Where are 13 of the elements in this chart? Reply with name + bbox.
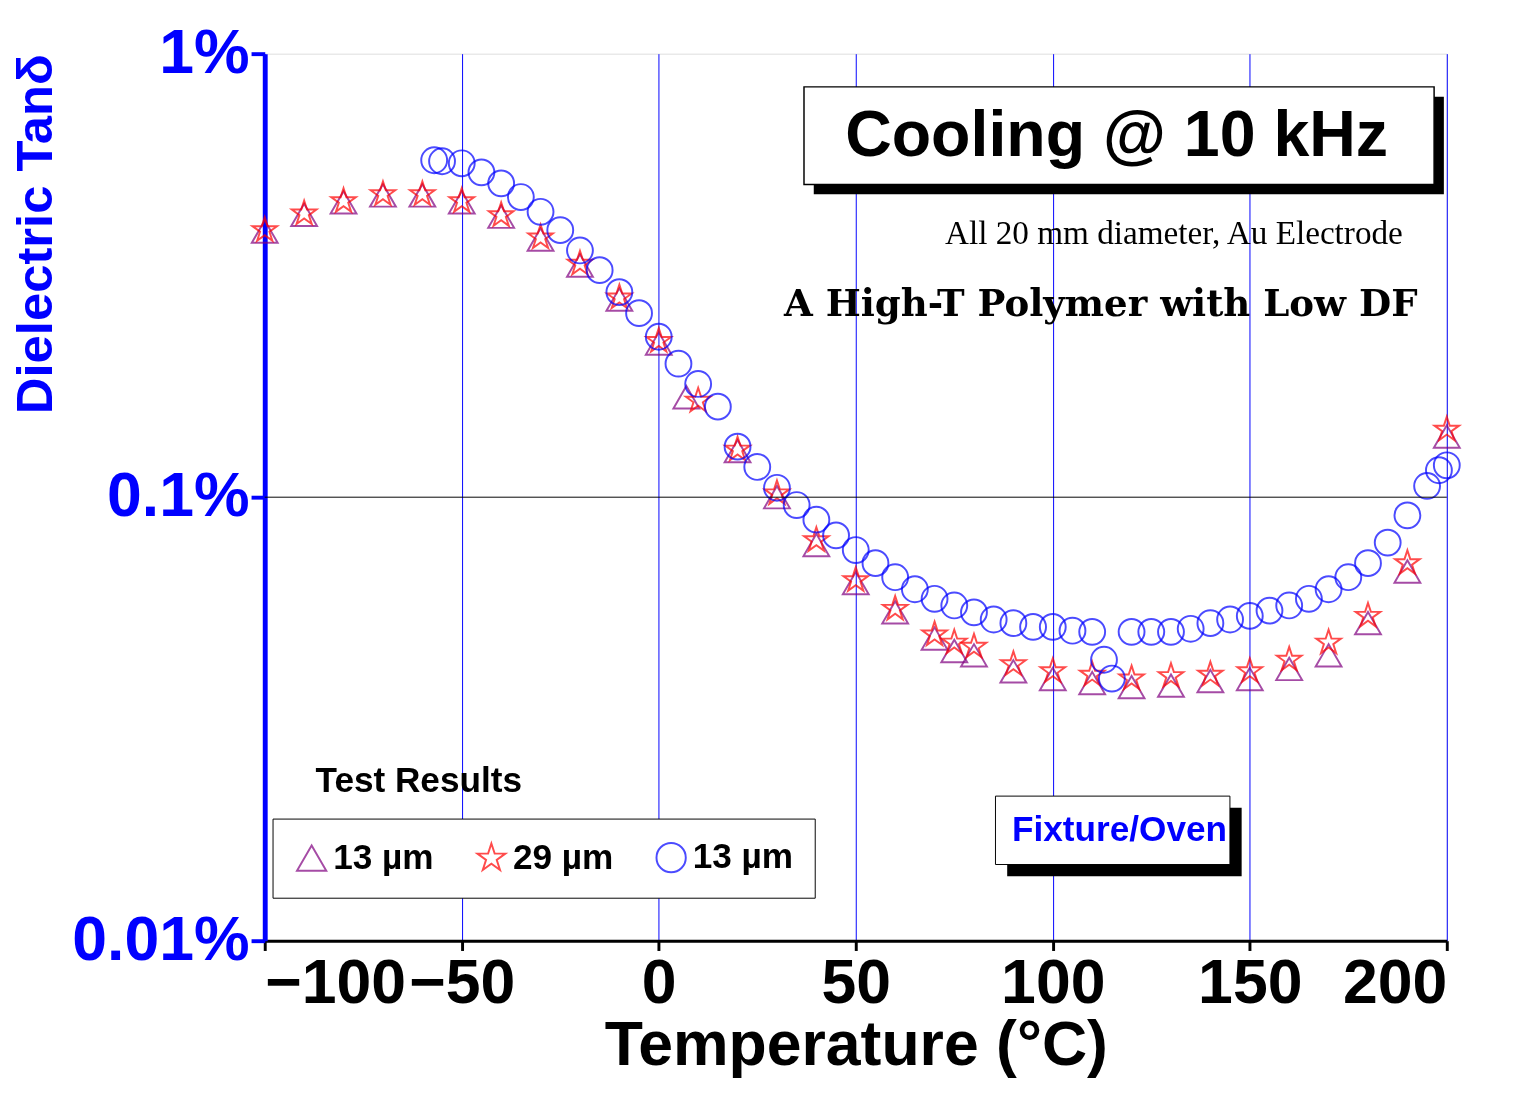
y-tick-label: 1%	[159, 15, 250, 86]
annotation: Fixture/Oven	[1012, 809, 1227, 849]
x-tick-label: 150	[1198, 945, 1303, 1016]
text: Cooling @ 10 kHz	[845, 98, 1389, 171]
x-tick-label: −50	[409, 945, 516, 1016]
legend-label: 13 µm	[692, 836, 794, 876]
y-axis-title: Dielectric Tanδ	[5, 54, 63, 415]
legend-label: 29 µm	[512, 836, 614, 876]
x-tick-label: −100	[265, 945, 407, 1016]
x-tick-label: 200	[1342, 945, 1448, 1016]
y-tick-label: 0.01%	[72, 902, 250, 973]
legend-label: 13 µm	[333, 836, 434, 876]
y-tick-label: 0.1%	[107, 459, 250, 530]
